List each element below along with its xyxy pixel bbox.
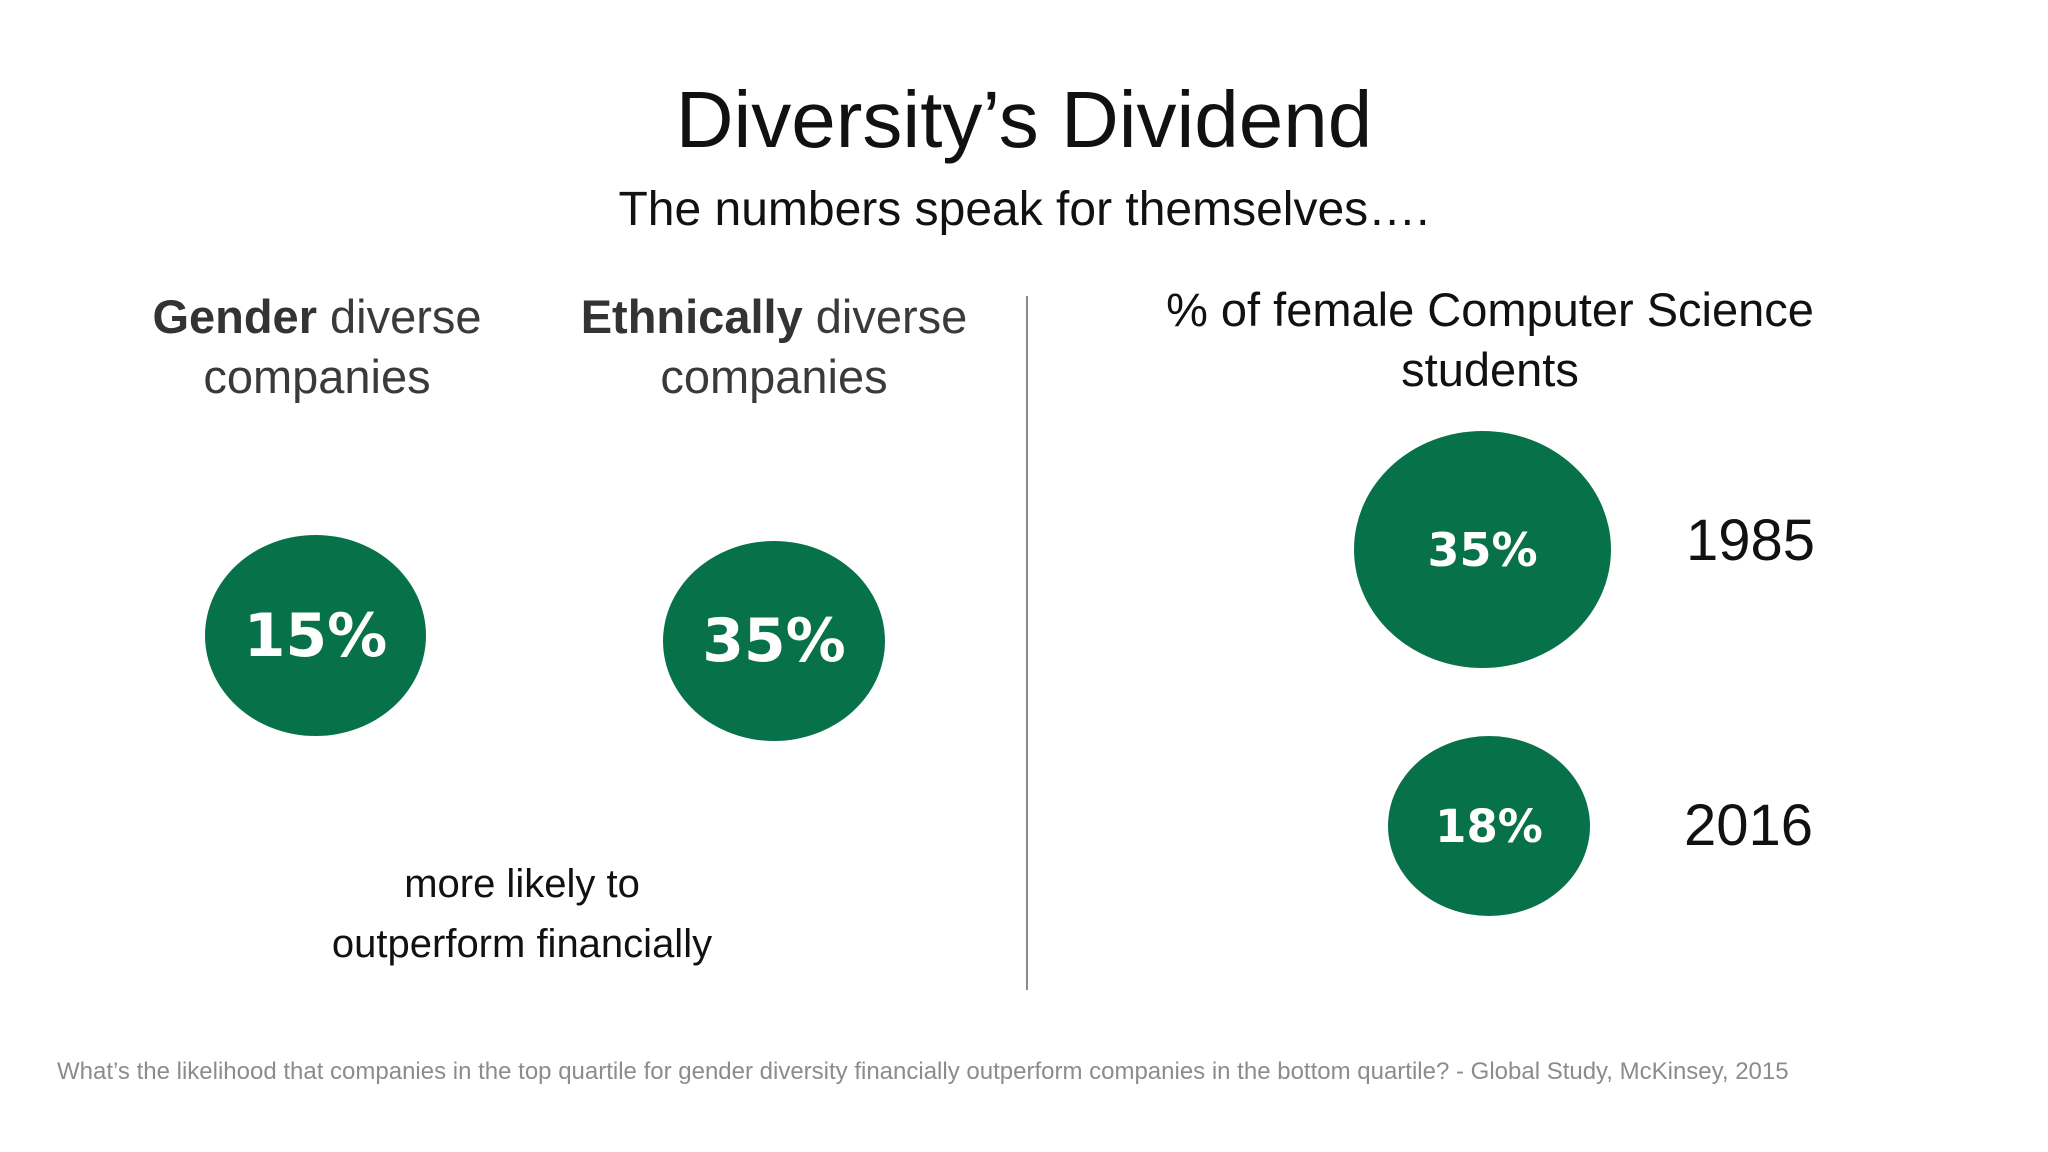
ethnic-heading-bold: Ethnically: [580, 290, 803, 343]
year-1985-label: 1985: [1686, 508, 1816, 573]
outperform-caption: more likely to outperform financially: [272, 854, 772, 974]
slide-title: Diversity’s Dividend: [675, 75, 1373, 164]
cs-2016-percent-circle: 18%: [1388, 736, 1590, 916]
ethnic-percent-circle: 35%: [663, 541, 885, 741]
vertical-divider: [1026, 296, 1028, 990]
gender-percent-value: 15%: [243, 600, 388, 671]
ethnic-heading-line2: companies: [660, 350, 888, 403]
caption-line1: more likely to: [404, 862, 640, 906]
gender-percent-circle: 15%: [205, 535, 426, 736]
cs-2016-percent-value: 18%: [1435, 799, 1543, 853]
caption-line2: outperform financially: [331, 922, 713, 966]
gender-diverse-heading: Gender diverse companies: [117, 287, 517, 407]
ethnically-diverse-heading: Ethnically diverse companies: [554, 287, 994, 407]
source-footnote: What’s the likelihood that companies in …: [57, 1058, 1789, 1085]
gender-heading-line2: companies: [203, 350, 431, 403]
slide-subtitle: The numbers speak for themselves….: [618, 183, 1430, 236]
gender-heading-bold: Gender: [152, 290, 317, 343]
year-2016-label: 2016: [1684, 793, 1814, 858]
cs-heading-line1: % of female Computer Science: [1166, 283, 1814, 336]
cs-heading-line2: students: [1401, 343, 1579, 396]
gender-heading-rest: diverse: [316, 290, 482, 343]
cs-1985-percent-circle: 35%: [1354, 431, 1611, 668]
female-cs-students-heading: % of female Computer Science students: [1120, 280, 1860, 400]
cs-1985-percent-value: 35%: [1427, 522, 1538, 577]
ethnic-heading-rest: diverse: [802, 290, 968, 343]
ethnic-percent-value: 35%: [702, 606, 846, 676]
